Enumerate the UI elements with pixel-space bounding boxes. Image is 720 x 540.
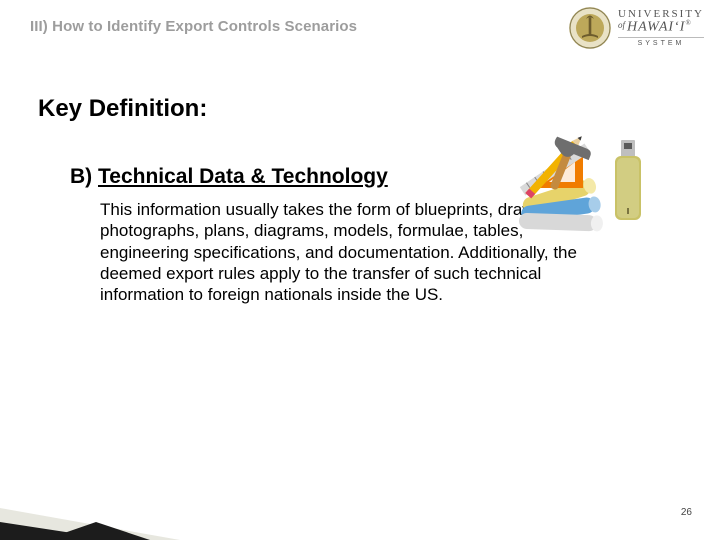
university-logo-text: UNIVERSITY ofHAWAI‘I® SYSTEM xyxy=(618,9,704,48)
tools-clipart-icon xyxy=(511,120,646,240)
uh-seal-icon xyxy=(568,6,612,50)
page-number: 26 xyxy=(681,507,692,518)
corner-decor-icon xyxy=(0,500,320,540)
logo-line2: ofHAWAI‘I® xyxy=(618,20,704,35)
subsection-title-text: Technical Data & Technology xyxy=(98,165,388,188)
slide: III) How to Identify Export Controls Sce… xyxy=(0,0,720,540)
logo-line3: SYSTEM xyxy=(618,37,704,47)
key-definition-heading: Key Definition: xyxy=(38,95,690,123)
university-logo: UNIVERSITY ofHAWAI‘I® SYSTEM xyxy=(568,6,704,50)
subsection-prefix: B) xyxy=(70,165,98,188)
